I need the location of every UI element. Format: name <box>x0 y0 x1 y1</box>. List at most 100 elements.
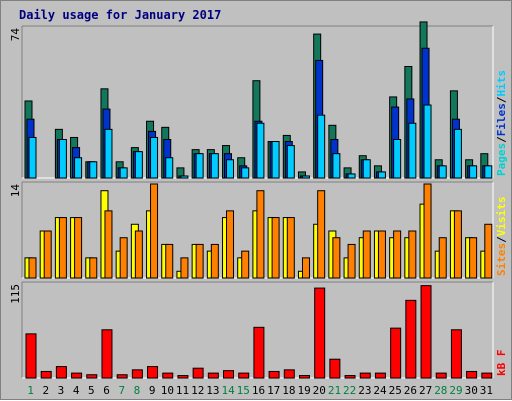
kbf-bar-30 <box>466 370 478 379</box>
kbf-bar-12 <box>192 367 204 379</box>
sites-bar-10 <box>165 243 174 279</box>
x-tick-label-25: 25 <box>389 384 402 397</box>
x-tick-label-27: 27 <box>419 384 432 397</box>
sites-bar-1 <box>28 257 37 279</box>
kbf-bar-19 <box>298 375 310 379</box>
sites-bar-15 <box>241 250 250 279</box>
sites-bar-25 <box>393 230 402 279</box>
sites-bar-7 <box>119 237 128 279</box>
x-tick-label-12: 12 <box>191 384 204 397</box>
kbf-bar-15 <box>238 372 250 379</box>
pages-bar-13 <box>210 153 219 179</box>
x-tick-label-18: 18 <box>282 384 295 397</box>
pages-bar-4 <box>74 157 83 179</box>
legend-usage-part-2: Files <box>495 103 508 136</box>
sites-bar-4 <box>74 217 83 279</box>
x-tick-label-9: 9 <box>149 384 156 397</box>
pages-bar-5 <box>89 161 98 179</box>
kbf-bar-31 <box>481 372 493 379</box>
kbf-bar-18 <box>283 369 295 379</box>
kbf-bar-14 <box>223 370 235 379</box>
x-tick-label-16: 16 <box>252 384 265 397</box>
pages-bar-20 <box>317 114 326 179</box>
x-tick-label-22: 22 <box>343 384 356 397</box>
pages-bar-8 <box>134 151 143 179</box>
sites-bar-23 <box>362 230 371 279</box>
x-tick-label-6: 6 <box>103 384 110 397</box>
legend-usage-part-0: Pages <box>495 143 508 176</box>
sites-bar-9 <box>150 183 159 279</box>
kbf-bar-16 <box>253 326 265 379</box>
pages-bar-19 <box>301 175 310 179</box>
x-tick-label-8: 8 <box>134 384 141 397</box>
x-tick-label-7: 7 <box>118 384 125 397</box>
pages-bar-16 <box>256 122 265 179</box>
sites-bar-24 <box>377 230 386 279</box>
kbf-bar-24 <box>374 372 386 379</box>
sites-bar-3 <box>58 217 67 279</box>
x-tick-label-20: 20 <box>313 384 326 397</box>
kbf-bar-22 <box>344 375 356 379</box>
kbf-bar-29 <box>450 329 462 379</box>
kbf-bar-26 <box>405 299 417 379</box>
pages-bar-1 <box>28 136 37 179</box>
kbf-bar-28 <box>435 372 447 379</box>
x-tick-label-29: 29 <box>449 384 462 397</box>
kbf-bar-20 <box>314 287 326 379</box>
pages-bar-26 <box>408 122 417 179</box>
x-tick-label-4: 4 <box>73 384 80 397</box>
pages-bar-24 <box>377 171 386 179</box>
sites-bar-29 <box>453 210 462 279</box>
kbf-bar-2 <box>40 370 52 379</box>
y-max-label-visits: 14 <box>9 184 22 198</box>
kbf-bar-8 <box>131 369 143 379</box>
x-tick-label-1: 1 <box>27 384 34 397</box>
x-tick-label-24: 24 <box>373 384 387 397</box>
legend-usage-part-3: / <box>495 96 508 103</box>
sites-bar-13 <box>210 243 219 279</box>
pages-bar-23 <box>362 159 371 179</box>
pages-bar-31 <box>484 165 493 179</box>
pages-bar-30 <box>469 165 478 179</box>
sites-bar-5 <box>89 257 98 279</box>
pages-bar-25 <box>393 138 402 179</box>
pages-bar-28 <box>438 165 447 179</box>
sites-bar-14 <box>226 210 235 279</box>
pages-bar-27 <box>423 104 432 179</box>
legend-kbf: kB F <box>495 350 508 377</box>
sites-bar-2 <box>43 230 52 279</box>
sites-bar-22 <box>347 243 356 279</box>
y-max-label-usage: 74 <box>9 28 22 42</box>
sites-bar-30 <box>469 237 478 279</box>
sites-bar-19 <box>301 257 310 279</box>
x-tick-label-17: 17 <box>267 384 280 397</box>
kbf-bar-5 <box>86 374 98 379</box>
pages-bar-10 <box>165 157 174 179</box>
x-tick-label-21: 21 <box>328 384 341 397</box>
legend-visits-part-1: / <box>495 236 508 243</box>
x-tick-label-2: 2 <box>42 384 49 397</box>
pages-bar-22 <box>347 173 356 179</box>
kbf-bar-9 <box>147 366 159 379</box>
pages-bar-18 <box>286 145 295 179</box>
kbf-bar-25 <box>390 327 402 379</box>
sites-bar-17 <box>271 217 280 279</box>
kbf-bar-1 <box>25 333 37 379</box>
pages-bar-29 <box>453 128 462 179</box>
pages-bar-14 <box>226 159 235 179</box>
kbf-bar-13 <box>207 372 219 379</box>
pages-bar-12 <box>195 153 204 179</box>
x-tick-label-14: 14 <box>221 384 235 397</box>
legend-visits: Sites/Visits <box>495 197 508 277</box>
pages-bar-17 <box>271 141 280 179</box>
x-tick-label-11: 11 <box>176 384 189 397</box>
pages-bar-11 <box>180 175 189 179</box>
sites-bar-12 <box>195 243 204 279</box>
sites-bar-21 <box>332 237 341 279</box>
x-tick-label-31: 31 <box>480 384 493 397</box>
x-tick-label-15: 15 <box>237 384 250 397</box>
sites-bar-16 <box>256 190 265 279</box>
kbf-bar-23 <box>359 372 371 379</box>
pages-bar-3 <box>58 138 67 179</box>
